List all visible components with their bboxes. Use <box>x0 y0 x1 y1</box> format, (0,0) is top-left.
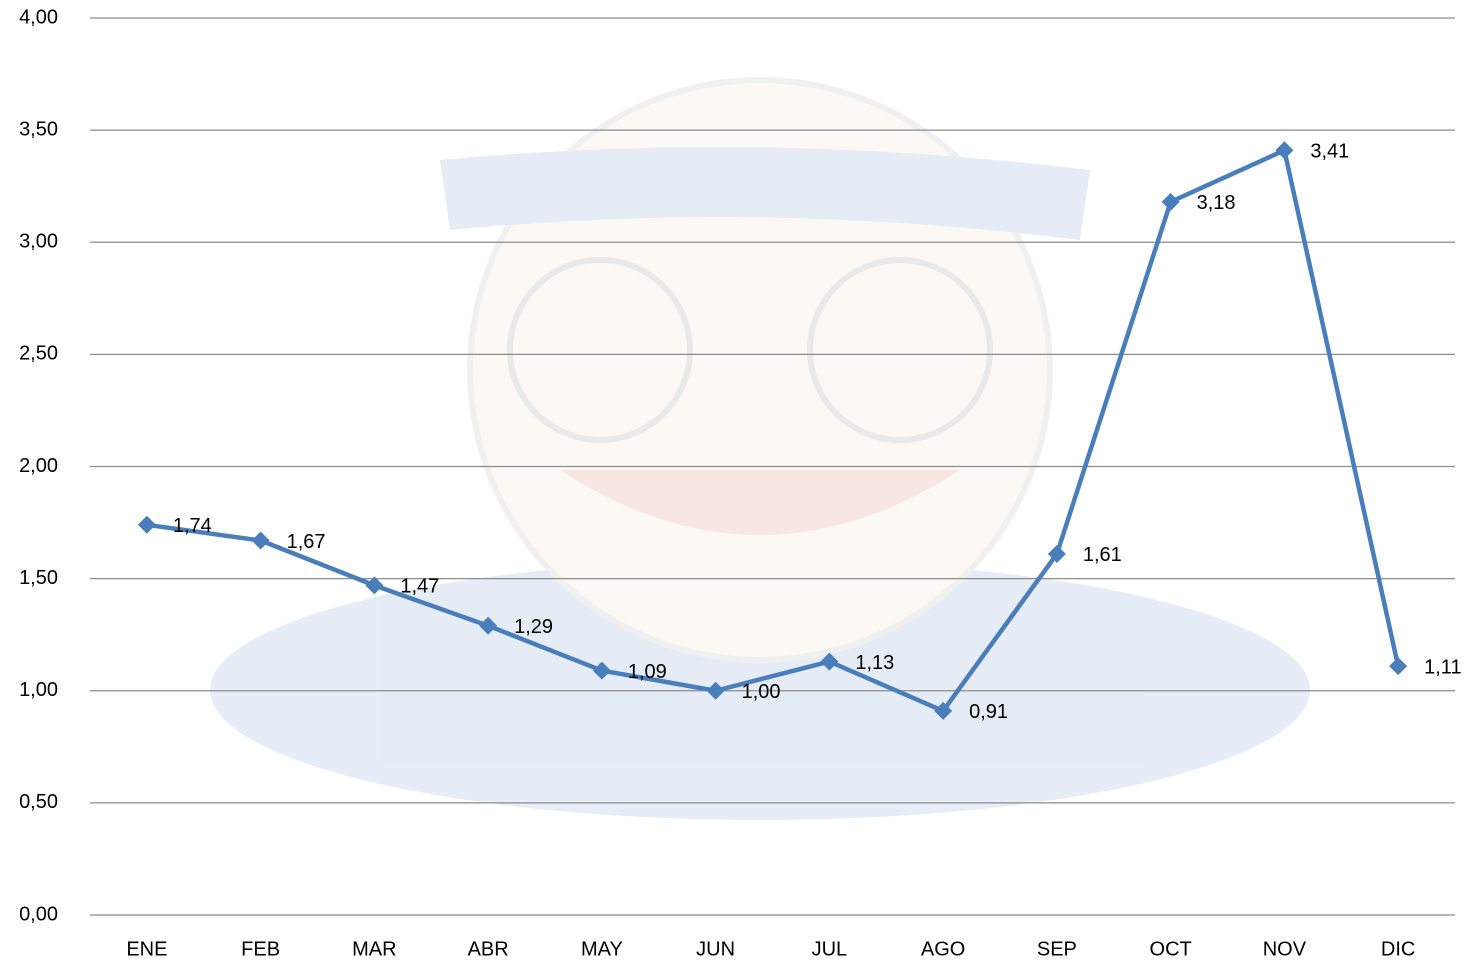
data-label: 0,91 <box>969 701 1008 723</box>
marker <box>592 661 611 680</box>
marker <box>1161 192 1180 211</box>
marker <box>820 652 839 671</box>
y-tick-label: 0,00 <box>19 903 58 925</box>
y-tick-label: 1,50 <box>19 567 58 589</box>
data-label: 1,13 <box>855 652 894 674</box>
marker <box>1275 141 1294 160</box>
y-tick-label: 4,00 <box>19 6 58 28</box>
y-tick-label: 1,00 <box>19 679 58 701</box>
data-label: 1,11 <box>1424 656 1461 678</box>
marker <box>251 531 270 550</box>
x-tick-label: DIC <box>1381 938 1415 960</box>
data-label: 1,67 <box>287 531 326 553</box>
x-tick-label: JUL <box>812 938 848 960</box>
x-tick-label: MAR <box>352 938 396 960</box>
x-tick-label: OCT <box>1150 938 1192 960</box>
x-tick-label: MAY <box>581 938 623 960</box>
x-tick-label: AGO <box>921 938 965 960</box>
marker <box>934 701 953 720</box>
y-tick-label: 2,50 <box>19 343 58 365</box>
data-label: 1,61 <box>1083 544 1122 566</box>
x-tick-label: JUN <box>696 938 735 960</box>
marker <box>479 616 498 635</box>
marker <box>706 681 725 700</box>
x-tick-label: ENE <box>126 938 167 960</box>
x-tick-label: FEB <box>241 938 280 960</box>
marker <box>1389 657 1408 676</box>
y-tick-label: 0,50 <box>19 791 58 813</box>
data-label: 3,18 <box>1197 192 1236 214</box>
data-label: 1,29 <box>514 616 553 638</box>
x-tick-label: SEP <box>1037 938 1077 960</box>
x-tick-label: NOV <box>1263 938 1307 960</box>
data-label: 3,41 <box>1310 141 1349 163</box>
series-line <box>146 148 1401 714</box>
data-label: 1,09 <box>628 661 667 683</box>
marker <box>137 515 156 534</box>
y-tick-label: 3,50 <box>19 118 58 140</box>
marker <box>1047 544 1066 563</box>
y-tick-label: 2,00 <box>19 455 58 477</box>
marker <box>365 576 384 595</box>
y-tick-label: 3,00 <box>19 231 58 253</box>
watermark <box>210 77 1310 820</box>
data-label: 1,74 <box>173 515 212 537</box>
data-label: 1,47 <box>400 576 439 598</box>
data-label: 1,00 <box>742 681 781 703</box>
x-tick-label: ABR <box>468 938 509 960</box>
